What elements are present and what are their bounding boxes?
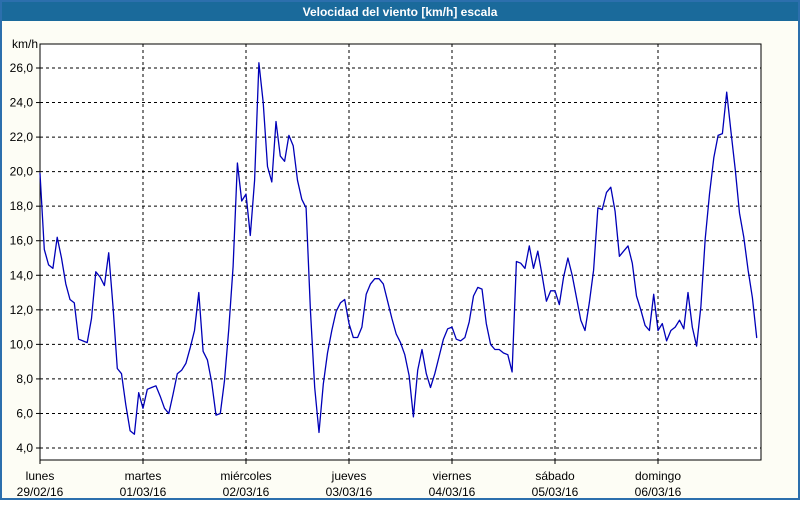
x-day-label: jueves xyxy=(331,469,367,483)
y-tick-label: 8,0 xyxy=(16,372,33,386)
y-tick-label: 26,0 xyxy=(10,61,34,75)
x-day-label: sábado xyxy=(535,469,575,483)
x-date-label: 04/03/16 xyxy=(429,485,476,499)
y-tick-label: 12,0 xyxy=(10,303,34,317)
y-tick-label: 22,0 xyxy=(10,130,34,144)
y-tick-label: 24,0 xyxy=(10,96,34,110)
y-tick-label: 6,0 xyxy=(16,406,33,420)
y-tick-label: 18,0 xyxy=(10,199,34,213)
x-date-label: 29/02/16 xyxy=(17,485,64,499)
x-day-label: viernes xyxy=(433,469,472,483)
plot-border xyxy=(39,43,762,461)
window-title: Velocidad del viento [km/h] escala xyxy=(303,5,498,19)
x-date-label: 01/03/16 xyxy=(120,485,167,499)
y-tick-label: 10,0 xyxy=(10,337,34,351)
x-date-label: 05/03/16 xyxy=(532,485,579,499)
title-bar xyxy=(2,2,798,21)
y-tick-label: 20,0 xyxy=(10,165,34,179)
y-tick-label: 16,0 xyxy=(10,234,34,248)
x-day-label: lunes xyxy=(26,469,55,483)
y-tick-label: 14,0 xyxy=(10,268,34,282)
x-date-label: 06/03/16 xyxy=(635,485,682,499)
y-axis-unit-label: km/h xyxy=(12,37,38,51)
y-tick-label: 4,0 xyxy=(16,441,33,455)
x-day-label: martes xyxy=(125,469,162,483)
wind-speed-line xyxy=(39,62,758,435)
plot-area: 26,0 24,0 22,0 20,0 18,0 16,0 14,0 12,0 10,0 8,0 6… xyxy=(10,37,762,499)
x-day-label: miércoles xyxy=(220,469,271,483)
x-day-label: domingo xyxy=(635,469,681,483)
x-date-label: 02/03/16 xyxy=(223,485,270,499)
x-date-label: 03/03/16 xyxy=(326,485,373,499)
